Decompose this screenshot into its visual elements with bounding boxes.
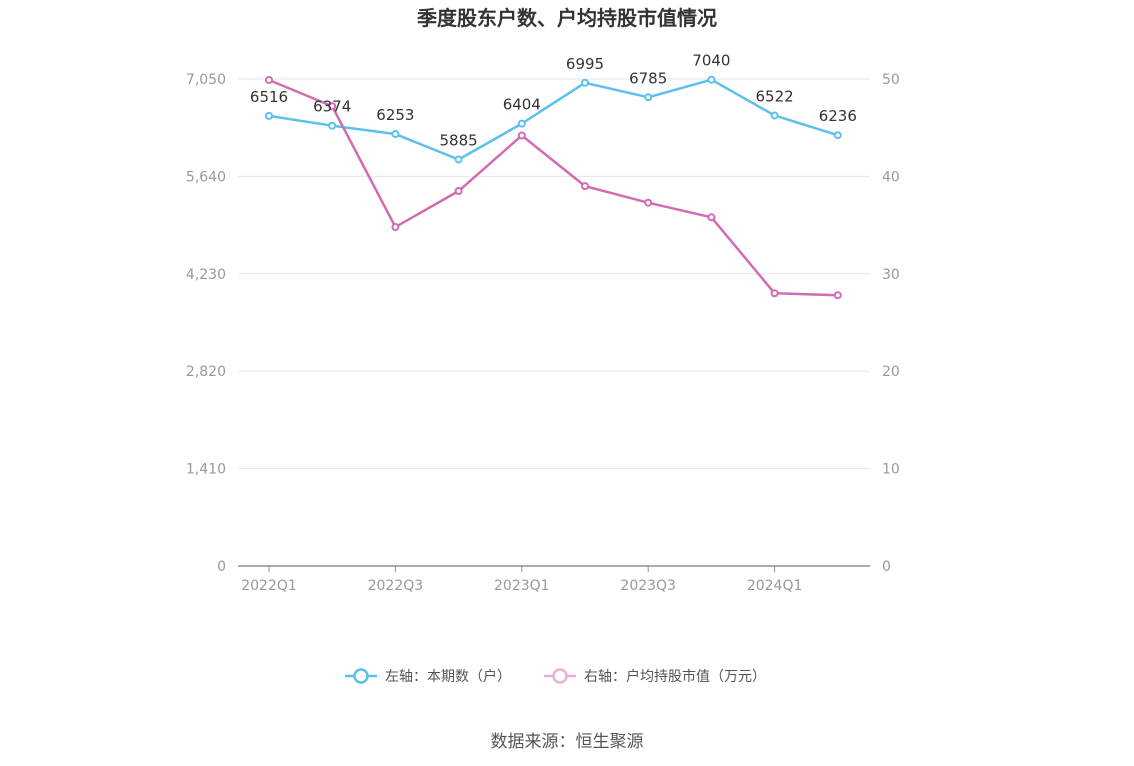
left-axis-tick-label: 2,820	[186, 364, 226, 380]
holders-point	[644, 93, 653, 102]
avg-value-point	[265, 75, 273, 84]
data-label: 6374	[313, 98, 351, 116]
avg-value-point	[391, 223, 400, 232]
chart-title: 季度股东户数、户均持股市值情况	[416, 6, 717, 30]
x-axis-tick-label: 2024Q1	[747, 578, 803, 594]
avg-value-point	[770, 289, 779, 298]
left-axis-tick-label: 0	[217, 559, 226, 575]
series-line-holders	[268, 78, 839, 161]
avg-value-point	[707, 213, 716, 222]
right-axis-tick-label: 50	[882, 72, 900, 88]
avg-value-point	[833, 291, 842, 300]
data-label: 7040	[692, 52, 730, 70]
x-axis-tick-label: 2023Q3	[620, 578, 676, 594]
right-axis-tick-label: 40	[882, 169, 900, 185]
legend-item-label[interactable]: 左轴：本期数（户）	[385, 668, 511, 685]
data-label: 6404	[503, 96, 541, 114]
series-line-avg-value	[268, 78, 838, 297]
x-axis-tick-label: 2022Q1	[241, 578, 297, 594]
x-axis-tick-label: 2023Q1	[494, 578, 550, 594]
holders-point	[770, 111, 779, 120]
holders-point	[517, 119, 526, 128]
holders-point	[391, 130, 400, 139]
avg-value-point	[581, 182, 589, 191]
avg-value-point	[328, 102, 337, 111]
legend-marker-icon	[552, 668, 568, 684]
holders-point	[581, 78, 589, 87]
data-label: 6516	[250, 88, 288, 106]
legend-item-label[interactable]: 右轴：户均持股市值（万元）	[584, 668, 766, 685]
avg-value-point	[644, 198, 653, 207]
data-label: 6253	[376, 106, 414, 124]
avg-value-point	[454, 187, 463, 196]
holders-point	[707, 75, 716, 84]
holders-point	[454, 155, 463, 164]
gridlines	[238, 78, 870, 470]
right-axis-tick-label: 10	[882, 462, 900, 478]
legend-marker-icon	[353, 668, 369, 684]
holders-point	[265, 111, 273, 120]
source-note: 数据来源：恒生聚源	[491, 732, 644, 752]
right-axis-tick-label: 20	[882, 364, 900, 380]
right-axis-tick-label: 0	[882, 559, 891, 575]
data-label: 6785	[629, 69, 667, 87]
data-labels: 6516 6374 6253 5885 6404 6995 6785 7040 6522 6236	[250, 52, 857, 150]
series-layer	[265, 75, 842, 300]
avg-value-point	[517, 131, 526, 140]
data-label: 6995	[566, 55, 604, 73]
left-axis-tick-label: 5,640	[186, 169, 226, 185]
data-label: 6522	[756, 87, 794, 105]
holders-point	[833, 131, 842, 140]
holders-point	[328, 121, 337, 130]
data-label: 6236	[819, 107, 857, 125]
x-axis-tick-label: 2022Q3	[368, 578, 424, 594]
right-axis-tick-label: 30	[882, 267, 900, 283]
axes: 0 0 1,410 10 2,820 20 4,230 30 5,640 40 7,050 50 202…	[186, 72, 900, 594]
left-axis-tick-label: 4,230	[186, 267, 226, 283]
legend[interactable]: 左轴：本期数（户） 右轴：户均持股市值（万元）	[345, 668, 766, 685]
data-label: 5885	[440, 131, 478, 149]
left-axis-tick-label: 1,410	[186, 462, 226, 478]
left-axis-tick-label: 7,050	[186, 72, 226, 88]
